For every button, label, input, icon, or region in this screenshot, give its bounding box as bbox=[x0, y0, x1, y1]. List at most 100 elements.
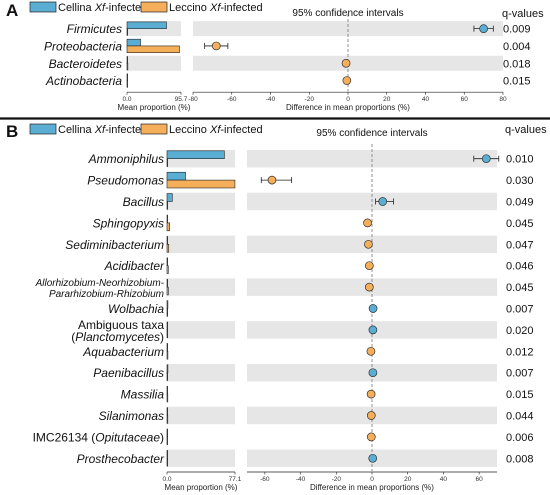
row-silanimonas: Silanimonas 0.044 bbox=[99, 407, 534, 424]
row-sphingopyxis: Sphingopyxis 0.045 bbox=[93, 214, 534, 232]
diff-point bbox=[211, 41, 221, 51]
right-tick-label: 40 bbox=[440, 476, 448, 483]
row-band bbox=[167, 363, 235, 382]
bar-leccino bbox=[126, 28, 128, 36]
taxon-label: Acidibacter bbox=[104, 259, 165, 273]
legend-swatch-cellina bbox=[29, 123, 57, 135]
q-values-header: q-values bbox=[505, 124, 547, 136]
q-value: 0.004 bbox=[503, 41, 531, 53]
q-value: 0.020 bbox=[506, 325, 534, 337]
bar-cellina bbox=[166, 257, 168, 267]
taxon-label-line1: Ambiguous taxa bbox=[78, 318, 164, 332]
diff-point bbox=[267, 175, 277, 185]
bar-leccino bbox=[166, 457, 168, 467]
bar-cellina bbox=[126, 21, 167, 29]
row-band bbox=[167, 235, 235, 254]
legend: Cellina Xf-infected Leccino Xf-infected bbox=[29, 1, 263, 14]
taxon-label-line1: Allorhizobium-Neorhizobium- bbox=[35, 278, 165, 289]
row-proteobacteria: Proteobacteria 0.004 bbox=[44, 38, 531, 54]
legend-swatch-cellina bbox=[29, 1, 57, 13]
diff-point bbox=[364, 261, 374, 271]
left-tick-label: 95.7 bbox=[175, 96, 188, 103]
taxon-label: Wolbachia bbox=[108, 302, 164, 316]
q-value: 0.046 bbox=[506, 261, 534, 273]
taxon-label: Sphingopyxis bbox=[93, 216, 164, 230]
q-value: 0.007 bbox=[506, 368, 534, 380]
taxon-label: Aquabacterium bbox=[82, 345, 164, 359]
q-value: 0.008 bbox=[506, 453, 534, 465]
bar-leccino bbox=[166, 158, 168, 167]
legend-swatch-leccino bbox=[140, 1, 168, 13]
right-tick-label: -60 bbox=[260, 476, 270, 483]
taxon-label: Paenibacillus bbox=[93, 366, 164, 380]
q-value: 0.012 bbox=[506, 346, 534, 358]
q-value: 0.010 bbox=[506, 154, 534, 166]
q-value: 0.015 bbox=[506, 389, 534, 401]
row-band bbox=[127, 55, 181, 71]
row-band bbox=[167, 278, 235, 296]
bar-cellina bbox=[166, 321, 169, 331]
right-tick-label: -60 bbox=[227, 96, 237, 103]
bar-cellina bbox=[166, 364, 169, 374]
diff-point bbox=[368, 304, 378, 313]
left-axis-label: Mean proportion (%) bbox=[165, 483, 238, 492]
panel-A: A Cellina Xf-infected Leccino Xf-infected 9… bbox=[6, 1, 544, 112]
row-band bbox=[167, 192, 235, 211]
bar-cellina bbox=[166, 450, 169, 459]
row-firmicutes: Firmicutes 0.009 bbox=[67, 21, 531, 36]
bar-cellina bbox=[166, 385, 168, 395]
bar-leccino bbox=[126, 62, 129, 71]
bar-leccino bbox=[166, 179, 236, 189]
q-value: 0.009 bbox=[503, 24, 531, 36]
row-sediminibacterium: Sediminibacterium 0.047 bbox=[65, 236, 534, 253]
bar-leccino bbox=[166, 415, 169, 424]
right-axis-label: Difference in mean proportions (%) bbox=[286, 103, 410, 112]
bar-cellina bbox=[166, 150, 225, 159]
taxon-label: Proteobacteria bbox=[44, 39, 122, 53]
ci-title: 95% confidence intervals bbox=[316, 128, 427, 139]
left-tick-label: 77.1 bbox=[229, 476, 242, 483]
taxon-label: Actinobacteria bbox=[45, 74, 122, 88]
taxon-label: Bacillus bbox=[123, 195, 164, 209]
bar-cellina bbox=[166, 407, 168, 416]
q-value: 0.047 bbox=[506, 239, 534, 251]
row-ambiguous-taxa-planctomycetes-: Ambiguous taxa(Planctomycetes) 0.020 bbox=[71, 318, 533, 344]
taxon-label-line2: Pararhizobium-Rhizobium bbox=[49, 289, 164, 300]
q-value: 0.044 bbox=[506, 411, 534, 423]
row-pseudomonas: Pseudomonas 0.030 bbox=[87, 171, 534, 189]
row-bacteroidetes: Bacteroidetes 0.018 bbox=[49, 56, 531, 71]
bar-leccino bbox=[166, 372, 168, 381]
bar-leccino bbox=[166, 436, 169, 446]
right-tick-label: 20 bbox=[383, 96, 391, 103]
legend-label-leccino: Leccino Xf-infected bbox=[169, 124, 263, 136]
row-massilia: Massilia 0.015 bbox=[121, 385, 534, 403]
row-aquabacterium: Aquabacterium 0.012 bbox=[82, 343, 534, 360]
row-band bbox=[193, 21, 503, 37]
bar-cellina bbox=[166, 214, 168, 224]
bar-cellina bbox=[166, 171, 186, 181]
taxon-label: Bacteroidetes bbox=[49, 57, 122, 71]
q-value: 0.007 bbox=[506, 304, 534, 316]
q-value: 0.045 bbox=[506, 282, 534, 294]
row-ammoniphilus: Ammoniphilus 0.010 bbox=[88, 150, 534, 167]
diff-point bbox=[342, 76, 352, 85]
q-value: 0.018 bbox=[503, 58, 531, 70]
taxon-label-line2: (Planctomycetes) bbox=[71, 330, 164, 344]
left-tick-label: 0.0 bbox=[162, 476, 171, 483]
right-tick-label: -80 bbox=[188, 96, 198, 103]
right-tick-label: -40 bbox=[296, 476, 306, 483]
legend-label-cellina: Cellina Xf-infected bbox=[58, 124, 147, 136]
bar-leccino bbox=[166, 286, 169, 296]
diff-point bbox=[364, 239, 373, 249]
bar-leccino bbox=[126, 45, 180, 54]
diff-point bbox=[366, 389, 376, 399]
panel-B: B Cellina Xf-infected Leccino Xf-infected 9… bbox=[6, 122, 547, 492]
q-value: 0.030 bbox=[506, 175, 534, 187]
right-tick-label: 60 bbox=[476, 476, 484, 483]
right-tick-label: -20 bbox=[305, 96, 315, 103]
row-imc26134-opitutaceae-: IMC26134 (Opitutaceae) 0.006 bbox=[33, 428, 534, 446]
q-value: 0.006 bbox=[506, 432, 534, 444]
taxon-label: IMC26134 (Opitutaceae) bbox=[33, 430, 164, 444]
bar-cellina bbox=[166, 193, 173, 202]
bar-cellina bbox=[166, 278, 168, 288]
